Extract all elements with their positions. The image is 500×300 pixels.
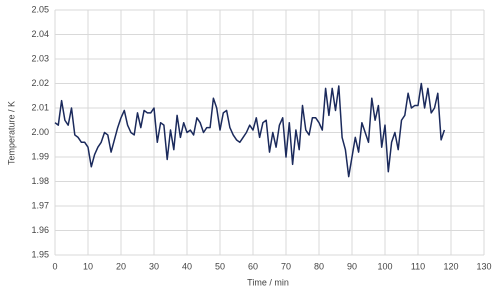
x-tick-label: 70 — [281, 261, 291, 271]
y-tick-label: 1.97 — [31, 200, 49, 210]
x-tick-label: 130 — [476, 261, 491, 271]
x-tick-label: 60 — [248, 261, 258, 271]
y-tick-label: 2.04 — [31, 29, 49, 39]
y-tick-label: 2.00 — [31, 127, 49, 137]
y-tick-label: 1.95 — [31, 249, 49, 259]
y-tick-label: 1.96 — [31, 225, 49, 235]
x-tick-label: 100 — [377, 261, 392, 271]
y-tick-label: 2.05 — [31, 4, 49, 14]
x-tick-label: 30 — [149, 261, 159, 271]
y-tick-label: 2.03 — [31, 53, 49, 63]
y-axis-label: Temperature / K — [6, 101, 16, 165]
x-tick-label: 10 — [83, 261, 93, 271]
x-tick-label: 20 — [116, 261, 126, 271]
x-tick-label: 90 — [347, 261, 357, 271]
y-tick-label: 1.99 — [31, 151, 49, 161]
data-line — [54, 82, 446, 178]
x-tick-label: 120 — [443, 261, 458, 271]
x-tick-label: 40 — [182, 261, 192, 271]
x-axis-label: Time / min — [247, 277, 289, 287]
y-tick-label: 2.01 — [31, 102, 49, 112]
x-tick-label: 0 — [52, 261, 57, 271]
x-tick-label: 110 — [411, 261, 425, 271]
x-tick-label: 80 — [314, 261, 324, 271]
x-tick-label: 50 — [215, 261, 225, 271]
y-tick-label: 2.02 — [31, 78, 49, 88]
y-tick-label: 1.98 — [31, 176, 49, 186]
